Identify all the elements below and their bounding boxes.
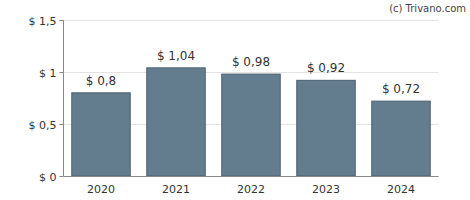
bar bbox=[147, 68, 206, 176]
y-tick-label: $ 0,5 bbox=[29, 119, 57, 132]
x-tick-label: 2022 bbox=[237, 183, 265, 196]
bars bbox=[72, 68, 431, 176]
chart-svg: $ 0 $ 0,5 $ 1 $ 1,5 $ 0,8 $ 1,04 $ 0,98 $ 0,92 $… bbox=[0, 0, 470, 200]
y-tick bbox=[60, 72, 64, 73]
bar bbox=[222, 74, 281, 176]
grid-line bbox=[64, 20, 439, 21]
x-tick-label: 2023 bbox=[312, 183, 340, 196]
data-label: $ 0,98 bbox=[232, 55, 270, 69]
y-tick bbox=[60, 20, 64, 21]
y-tick-label: $ 1,5 bbox=[29, 15, 57, 28]
x-axis-line bbox=[64, 176, 439, 177]
bar bbox=[297, 80, 356, 176]
data-label: $ 0,8 bbox=[86, 74, 117, 88]
y-tick-label: $ 0 bbox=[39, 171, 57, 184]
y-axis-line bbox=[63, 20, 64, 176]
grid-line bbox=[64, 176, 439, 177]
grid-line bbox=[64, 72, 439, 73]
y-tick bbox=[60, 124, 64, 125]
data-label: $ 0,92 bbox=[307, 61, 345, 75]
data-label: $ 0,72 bbox=[382, 82, 420, 96]
data-label: $ 1,04 bbox=[157, 49, 195, 63]
y-tick bbox=[60, 176, 64, 177]
x-tick-label: 2021 bbox=[162, 183, 190, 196]
x-tick-label: 2024 bbox=[387, 183, 415, 196]
annotation: (c) Trivano.com bbox=[389, 3, 466, 14]
chart-container: $ 0 $ 0,5 $ 1 $ 1,5 $ 0,8 $ 1,04 $ 0,98 $ 0,92 $… bbox=[0, 0, 470, 200]
x-tick-label: 2020 bbox=[87, 183, 115, 196]
bar bbox=[72, 93, 131, 176]
y-tick-label: $ 1 bbox=[39, 67, 57, 80]
bar bbox=[372, 101, 431, 176]
